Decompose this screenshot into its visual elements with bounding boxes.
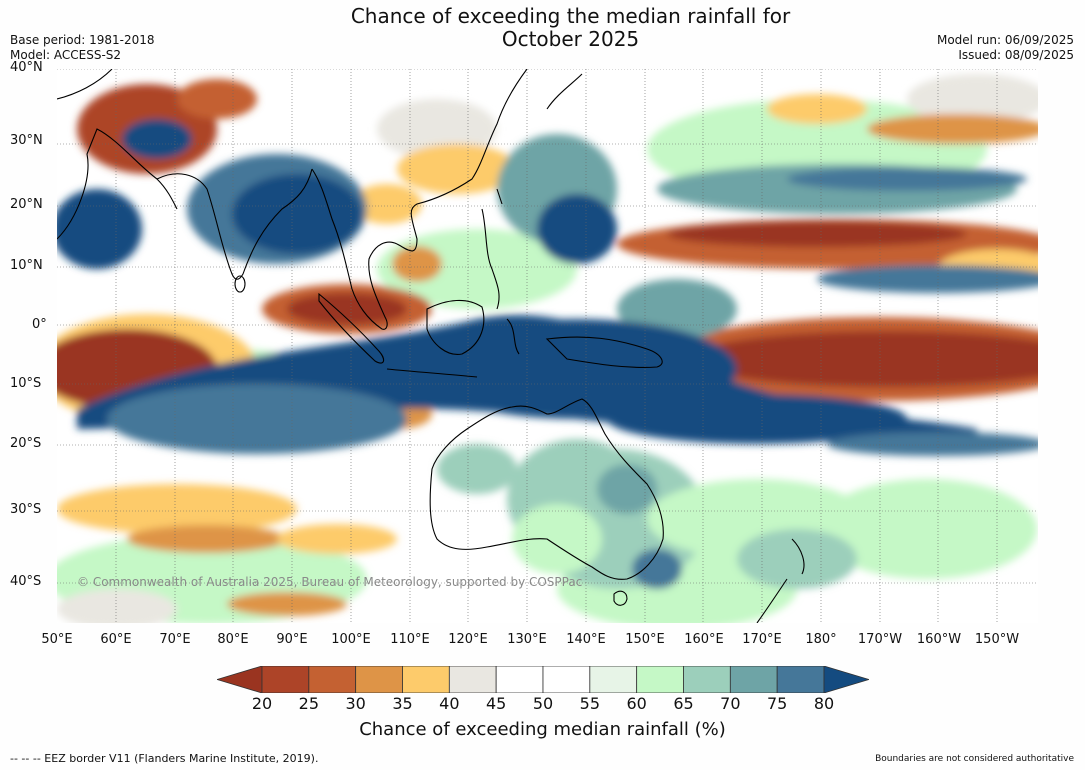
lat-label-10n: 10°N bbox=[10, 258, 43, 273]
colorbar-segment bbox=[776, 666, 825, 693]
lat-label-30s: 30°S bbox=[10, 502, 42, 517]
lon-label-140e: 140°E bbox=[566, 632, 606, 647]
lon-label-110e: 110°E bbox=[390, 632, 430, 647]
lon-label-90e: 90°E bbox=[276, 632, 308, 647]
lon-label-170e: 170°E bbox=[742, 632, 782, 647]
rainfall-map bbox=[57, 69, 1038, 623]
model-run: Model run: 06/09/2025 bbox=[936, 33, 1074, 47]
colorbar-segment bbox=[495, 666, 544, 693]
lat-label-20n: 20°N bbox=[10, 197, 43, 212]
colorbar-tick-label: 60 bbox=[626, 694, 647, 713]
colorbar-tick-label: 20 bbox=[251, 694, 273, 713]
lon-label-120e: 120°E bbox=[448, 632, 488, 647]
colorbar-label: Chance of exceeding median rainfall (%) bbox=[359, 719, 726, 740]
colorbar-segment bbox=[402, 666, 450, 693]
coastlines bbox=[57, 69, 805, 623]
colorbar-segment bbox=[636, 666, 684, 693]
meta-right: Model run: 06/09/2025 Issued: 08/09/2025 bbox=[937, 33, 1074, 63]
colorbar-tick-label: 30 bbox=[345, 694, 366, 713]
rainfall-field bbox=[57, 74, 1038, 623]
lon-label-150w: 150°W bbox=[974, 632, 1020, 647]
graticule bbox=[57, 69, 1038, 623]
lat-label-40n: 40°N bbox=[10, 60, 43, 75]
colorbar-tick-label: 65 bbox=[673, 694, 694, 713]
meta-left: Base period: 1981-2018 Model: ACCESS-S2 bbox=[10, 33, 155, 63]
lon-label-150e: 150°E bbox=[625, 632, 665, 647]
lon-label-180: 180° bbox=[805, 632, 837, 647]
lon-label-80e: 80°E bbox=[217, 632, 249, 647]
colorbar-segment bbox=[683, 666, 731, 693]
colorbar-tick-label: 80 bbox=[813, 694, 835, 713]
map-title-line1: Chance of exceeding the median rainfall … bbox=[350, 4, 791, 28]
boundaries-disclaimer: Boundaries are not considered authoritat… bbox=[875, 754, 1074, 764]
colorbar-segment bbox=[355, 666, 403, 693]
lon-label-100e: 100°E bbox=[331, 632, 371, 647]
lon-label-170w: 170°W bbox=[857, 632, 903, 647]
colorbar bbox=[217, 666, 869, 693]
lon-label-60e: 60°E bbox=[100, 632, 132, 647]
map-title-line2: October 2025 bbox=[501, 27, 640, 51]
colorbar-tick-label: 25 bbox=[298, 694, 320, 713]
model-name: Model: ACCESS-S2 bbox=[10, 48, 122, 62]
lat-label-0: 0° bbox=[32, 317, 47, 332]
colorbar-tick-label: 75 bbox=[766, 694, 788, 713]
colorbar-segment bbox=[542, 666, 591, 693]
lat-label-10s: 10°S bbox=[10, 376, 42, 391]
issued-date: Issued: 08/09/2025 bbox=[958, 48, 1074, 62]
colorbar-segment bbox=[261, 666, 310, 693]
colorbar-tick-label: 50 bbox=[532, 694, 554, 713]
colorbar-tick-label: 55 bbox=[579, 694, 601, 713]
colorbar-segment bbox=[308, 666, 357, 693]
lon-label-70e: 70°E bbox=[159, 632, 191, 647]
colorbar-segment bbox=[729, 666, 778, 693]
colorbar-tick-label: 40 bbox=[439, 694, 460, 713]
lat-label-40s: 40°S bbox=[10, 574, 42, 589]
colorbar-arrow-low bbox=[217, 666, 263, 693]
lon-label-160e: 160°E bbox=[684, 632, 724, 647]
lat-label-20s: 20°S bbox=[10, 436, 42, 451]
copyright-watermark: © Commonwealth of Australia 2025, Bureau… bbox=[77, 575, 583, 589]
colorbar-tick-label: 70 bbox=[720, 694, 741, 713]
eez-border-note: -- -- -- EEZ border V11 (Flanders Marine… bbox=[10, 752, 319, 765]
base-period: Base period: 1981-2018 bbox=[10, 33, 155, 47]
colorbar-tick-label: 45 bbox=[485, 694, 507, 713]
colorbar-arrow-high bbox=[823, 666, 869, 693]
lon-label-160w: 160°W bbox=[916, 632, 962, 647]
colorbar-segment bbox=[589, 666, 638, 693]
lon-label-130e: 130°E bbox=[507, 632, 547, 647]
colorbar-segment bbox=[448, 666, 497, 693]
lon-label-50e: 50°E bbox=[41, 632, 73, 647]
colorbar-tick-label: 35 bbox=[392, 694, 413, 713]
lat-label-30n: 30°N bbox=[10, 133, 43, 148]
